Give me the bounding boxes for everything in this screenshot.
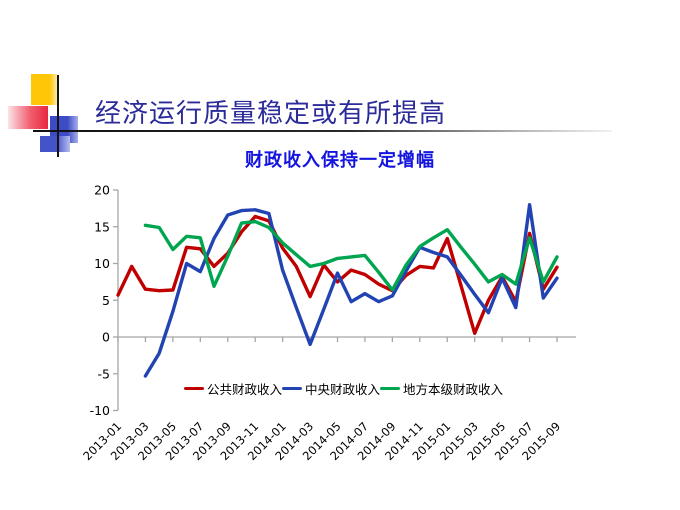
legend-item-central-revenue: 中央财政收入 [282, 379, 380, 398]
legend-label: 公共财政收入 [207, 382, 283, 397]
decor-vertical-line [57, 75, 59, 157]
legend-swatch-green [380, 387, 401, 390]
y-tick-label: 0 [102, 330, 110, 345]
slide-title: 经济运行质量稳定或有所提高 [95, 99, 447, 129]
legend-label: 地方本级财政收入 [403, 382, 504, 397]
series-line-2 [143, 219, 559, 292]
decor-red-square [8, 106, 48, 129]
legend-item-local-revenue: 地方本级财政收入 [380, 379, 503, 398]
decor-blue-square-small [40, 136, 70, 152]
y-tick-label: -10 [90, 403, 110, 418]
legend-swatch-blue [282, 387, 303, 390]
y-tick-label: 20 [94, 183, 110, 198]
y-tick-label: 15 [94, 219, 110, 234]
y-tick-label: 5 [102, 293, 110, 308]
legend-label: 中央财政收入 [305, 382, 381, 397]
series-line-0 [116, 214, 559, 335]
chart-legend: 公共财政收入 中央财政收入 地方本级财政收入 [184, 379, 503, 398]
legend-swatch-red [184, 387, 204, 390]
title-underline-rule [33, 130, 612, 132]
y-tick-label: 10 [94, 256, 110, 271]
series-line-1 [143, 202, 559, 378]
legend-item-public-revenue: 公共财政收入 [184, 379, 282, 398]
decor-yellow-square [31, 74, 57, 105]
y-tick-label: -5 [98, 366, 110, 381]
chart-title: 财政收入保持一定增幅 [245, 150, 435, 171]
